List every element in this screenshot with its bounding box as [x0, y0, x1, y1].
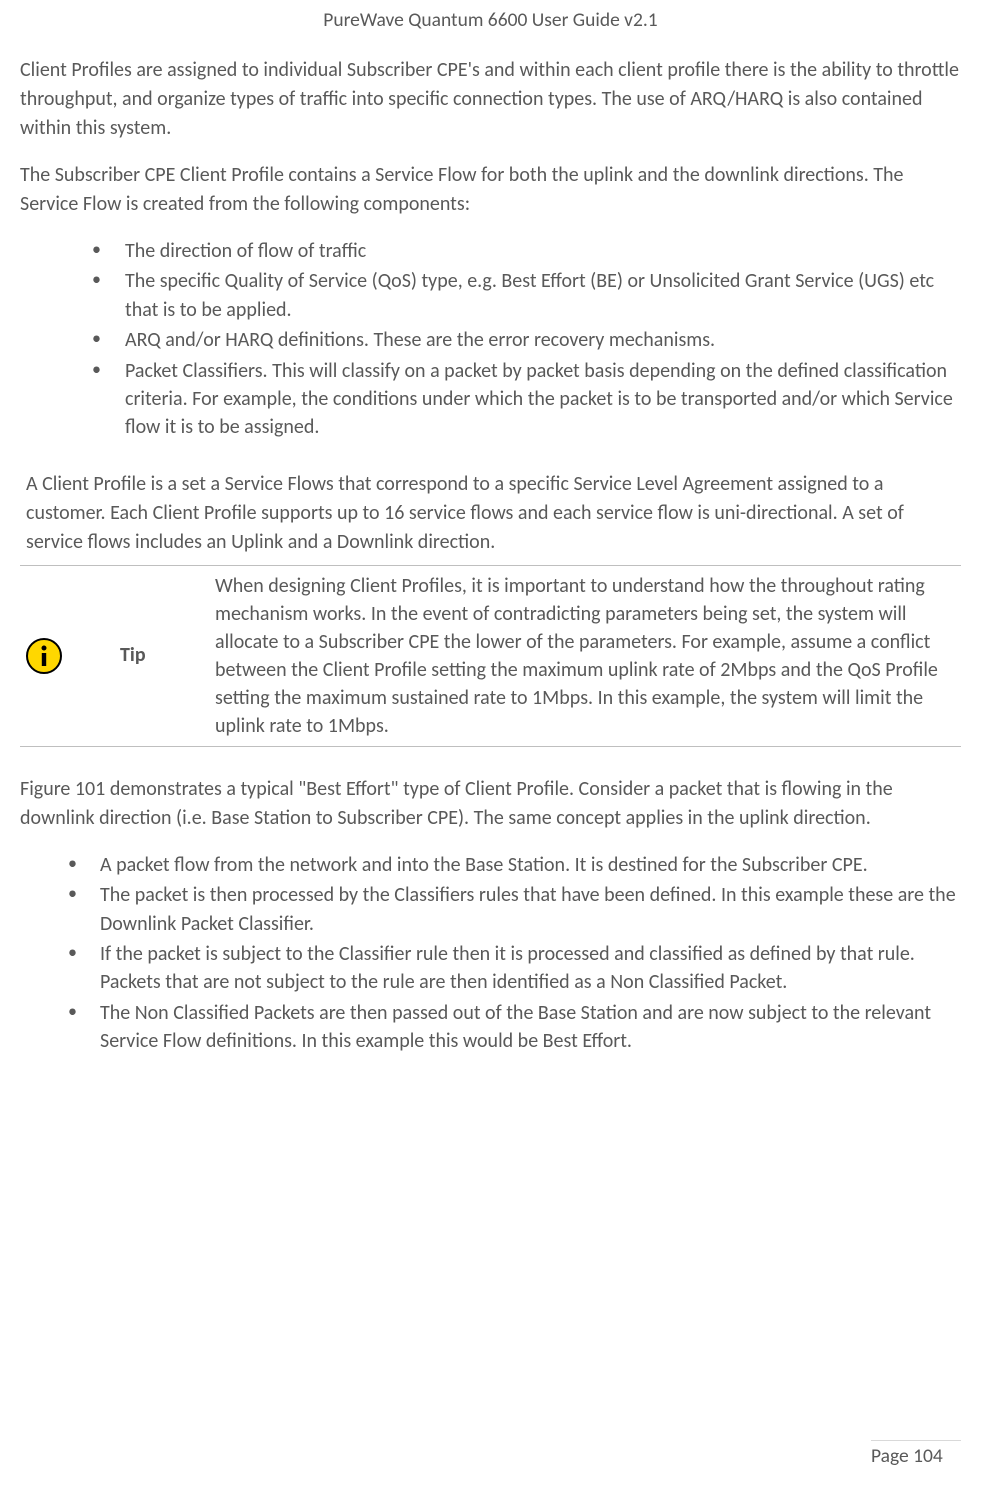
list-item: The direction of flow of traffic — [20, 237, 961, 265]
list-item: The specific Quality of Service (QoS) ty… — [20, 267, 961, 324]
info-table: A Client Profile is a set a Service Flow… — [20, 470, 961, 747]
page-header: PureWave Quantum 6600 User Guide v2.1 — [20, 0, 961, 56]
list-item: A packet flow from the network and into … — [20, 851, 961, 879]
header-title: PureWave Quantum 6600 User Guide v2.1 — [323, 8, 657, 32]
list-item: If the packet is subject to the Classifi… — [20, 940, 961, 997]
figure-reference: Figure 101 — [20, 777, 105, 801]
tip-text: When designing Client Profiles, it is im… — [215, 572, 961, 740]
info-icon — [26, 638, 62, 674]
paragraph-2: The Subscriber CPE Client Profile contai… — [20, 161, 961, 219]
page-content: Client Profiles are assigned to individu… — [20, 56, 961, 1055]
paragraph-3-rest: demonstrates a typical "Best Effort" typ… — [20, 777, 893, 830]
footer-divider — [871, 1440, 961, 1441]
list-item: ARQ and/or HARQ definitions. These are t… — [20, 326, 961, 354]
tip-label: Tip — [120, 641, 215, 670]
table-description: A Client Profile is a set a Service Flow… — [20, 470, 961, 565]
component-list: The direction of flow of traffic The spe… — [20, 237, 961, 442]
paragraph-3: Figure 101 demonstrates a typical "Best … — [20, 775, 961, 833]
tip-icon-cell — [20, 638, 120, 674]
flow-list: A packet flow from the network and into … — [20, 851, 961, 1056]
list-item: The packet is then processed by the Clas… — [20, 881, 961, 938]
page-number: Page 104 — [871, 1444, 943, 1468]
list-item: Packet Classifiers. This will classify o… — [20, 357, 961, 442]
tip-row: Tip When designing Client Profiles, it i… — [20, 565, 961, 747]
page-footer: Page 104 — [871, 1440, 961, 1468]
paragraph-1: Client Profiles are assigned to individu… — [20, 56, 961, 143]
list-item: The Non Classified Packets are then pass… — [20, 999, 961, 1056]
